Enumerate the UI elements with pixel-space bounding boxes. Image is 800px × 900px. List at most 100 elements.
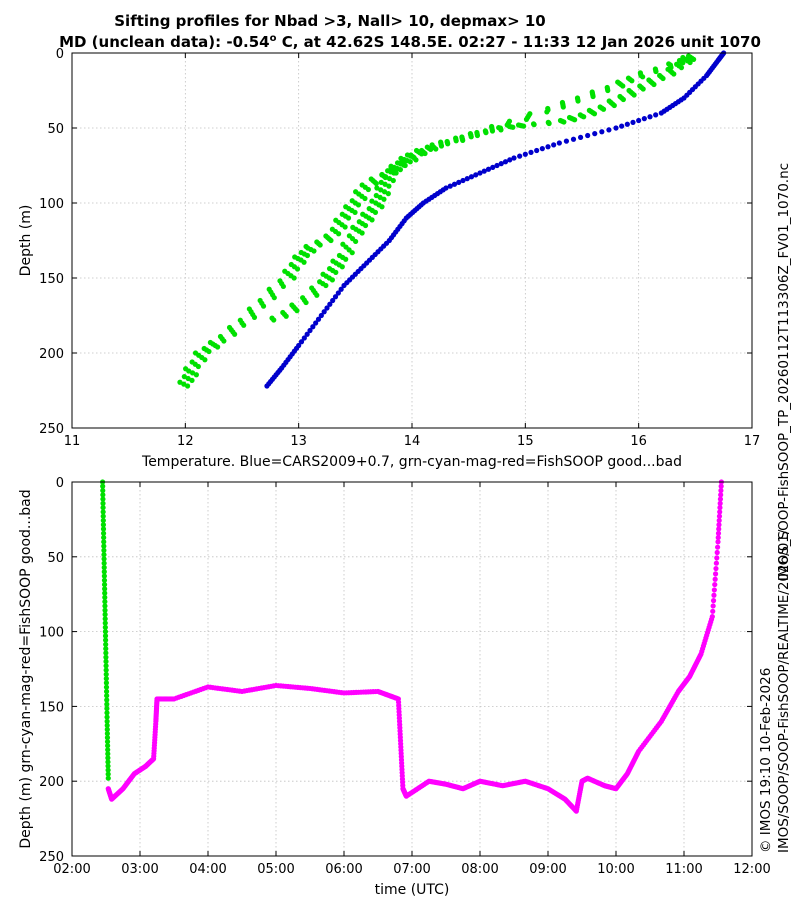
c2-series0-point xyxy=(101,560,107,566)
c2-series0-point xyxy=(100,496,106,502)
c2-series1-point xyxy=(714,544,721,550)
c1-series0-point xyxy=(613,125,619,131)
c1-ytick-label-4: 200 xyxy=(39,347,64,362)
c2-series1-point xyxy=(716,517,722,524)
c1-series2-point xyxy=(303,299,309,306)
c2-series1-point xyxy=(714,549,720,556)
c1-series0-point xyxy=(460,177,466,184)
c1-series0-point xyxy=(451,181,458,187)
c2-series1-point xyxy=(716,513,723,519)
c1-series2-point xyxy=(640,86,646,92)
c2-series1-point xyxy=(714,555,720,561)
c1-series0-point xyxy=(517,153,523,159)
c1-series0-point xyxy=(511,155,517,161)
c1-series1-point xyxy=(301,259,307,265)
c2-xtick-label-2: 04:00 xyxy=(189,862,226,877)
c2-series0-point xyxy=(103,658,109,665)
c2-xlabel: time (UTC) xyxy=(375,882,450,898)
c1-series1-point xyxy=(605,87,611,94)
c2-xtick-label-10: 12:00 xyxy=(733,862,770,877)
c1-series1-point xyxy=(365,186,371,193)
c2-series0-point xyxy=(101,577,108,583)
c2-series0-point xyxy=(104,726,110,733)
c1-series2-point xyxy=(660,75,666,82)
c2-series1-point xyxy=(710,608,716,614)
c1-series0-point xyxy=(468,174,475,180)
c1-series0-point xyxy=(528,149,534,155)
c2-series1-point xyxy=(715,539,721,545)
c1-series1-point xyxy=(474,132,481,139)
c2-series0-point xyxy=(102,616,108,622)
c2-series1-point xyxy=(718,492,724,498)
c1-series2-point xyxy=(631,92,637,98)
c2-series0-point xyxy=(105,743,111,749)
c2-series0-point xyxy=(104,739,111,745)
c1-series2-point xyxy=(390,177,396,184)
c1-series1-point xyxy=(362,195,368,202)
c1-series1-point xyxy=(489,128,496,134)
c2-series0-point xyxy=(101,543,107,549)
c1-series0-point xyxy=(570,136,577,142)
c1-series1-point xyxy=(232,331,238,337)
c2-series0-point xyxy=(105,775,111,781)
c1-series1-point xyxy=(590,93,596,100)
c2-series1-point xyxy=(715,530,722,536)
c1-series1-point xyxy=(336,231,342,237)
c2-series0-point xyxy=(105,751,111,757)
right-stamp: © IMOS 19:10 10-Feb-2026 xyxy=(758,668,774,853)
c1-series0-point xyxy=(298,339,305,345)
c2-xtick-label-8: 10:00 xyxy=(597,862,634,877)
c2-series1-point xyxy=(717,509,723,515)
c1-series2-point xyxy=(333,269,339,275)
c2-series0-point xyxy=(102,599,108,605)
c1-series0-point xyxy=(539,146,545,152)
c2-series0-point xyxy=(100,522,107,528)
c1-series2-point xyxy=(372,209,379,215)
c1-series2-point xyxy=(329,277,335,283)
c1-series0-point xyxy=(502,159,509,165)
c1-series0-point xyxy=(592,131,598,137)
c1-series2-point xyxy=(339,264,345,270)
c1-series1-point xyxy=(620,83,626,89)
c1-series0-point xyxy=(658,110,664,116)
c2-series1-point xyxy=(711,587,717,593)
c2-series1-point xyxy=(717,500,723,506)
c1-series2-point xyxy=(438,143,445,149)
c2-series0-point xyxy=(104,722,110,729)
c2-series0-point xyxy=(103,684,110,690)
c1-series1-point xyxy=(445,141,451,147)
c2-series0-point xyxy=(102,607,108,613)
c1-series0-point xyxy=(307,327,313,334)
c1-series1-point xyxy=(352,209,358,215)
c1-series2-point xyxy=(453,138,459,144)
c2-series1-point xyxy=(718,487,724,494)
c1-series0-point xyxy=(636,117,642,124)
c1-series2-point xyxy=(401,162,407,168)
c2-series0-point xyxy=(101,552,107,558)
right-filename: IMOS_SOOP-FishSOOP_TP_20260112T113306Z_F… xyxy=(776,163,792,581)
c1-series2-point xyxy=(468,134,474,140)
c1-series0-point xyxy=(599,129,605,135)
c1-series0-point xyxy=(485,166,492,172)
c1-series1-point xyxy=(215,344,221,350)
c1-series0-point xyxy=(630,119,636,125)
c1-series2-point xyxy=(323,282,329,289)
c1-ytick-label-0: 0 xyxy=(56,47,64,62)
c1-series2-point xyxy=(369,217,375,223)
c1-series0-point xyxy=(473,172,479,178)
c2-ytick-label-5: 250 xyxy=(39,850,64,865)
c2-series0-point xyxy=(101,534,107,541)
c2-series0-point xyxy=(101,539,107,545)
c1-series2-point xyxy=(294,308,300,314)
c1-xlabel: Temperature. Blue=CARS2009+0.7, grn-cyan… xyxy=(141,454,682,470)
c2-series1-point xyxy=(717,505,723,511)
c2-ytick-label-3: 150 xyxy=(39,700,64,715)
c2-series0-point xyxy=(102,633,109,639)
c1-series2-point xyxy=(687,59,693,66)
c2-xtick-label-0: 02:00 xyxy=(53,862,90,877)
c1-series1-point xyxy=(280,283,286,290)
c2-series0-point xyxy=(102,611,108,618)
c1-series1-point xyxy=(221,338,227,344)
c1-series0-point xyxy=(481,168,487,174)
c1-series1-point xyxy=(575,98,581,104)
